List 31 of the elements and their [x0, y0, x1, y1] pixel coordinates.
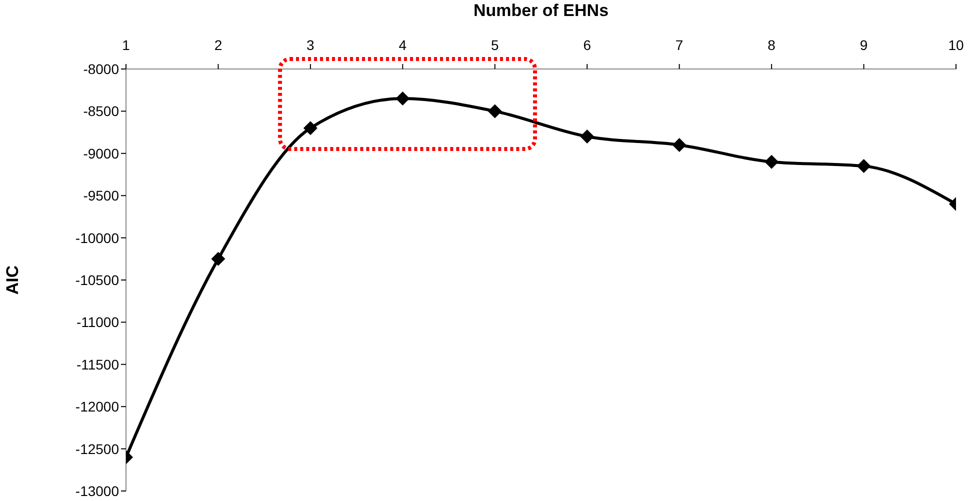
- y-tick-label: -10000: [75, 230, 120, 246]
- y-tick-label: -9000: [83, 145, 120, 162]
- y-tick-label: -10500: [75, 272, 120, 288]
- point: [488, 104, 502, 118]
- x-tick-label: 5: [490, 37, 499, 53]
- point: [764, 154, 779, 169]
- x-tick-label: 8: [768, 37, 776, 53]
- y-tick-label: -12500: [75, 440, 120, 457]
- x-tick-label: 6: [583, 37, 592, 53]
- y-tick-label: -11500: [76, 356, 120, 372]
- point: [211, 252, 226, 266]
- point: [303, 121, 318, 136]
- x-tick-label: 4: [398, 37, 407, 53]
- point: [396, 92, 410, 106]
- point: [856, 159, 871, 174]
- x-axis-title: Number of EHNs: [473, 1, 609, 20]
- x-tick-label: 2: [214, 37, 222, 53]
- x-tick-label: 9: [860, 37, 868, 53]
- y-tick-label: -13000: [75, 482, 120, 499]
- x-tick-label: 3: [306, 37, 315, 53]
- point: [580, 130, 594, 144]
- y-tick-label: -8500: [83, 103, 120, 120]
- y-tick-label: -11000: [76, 314, 120, 330]
- x-tick-label: 7: [675, 37, 684, 53]
- point: [672, 138, 686, 152]
- y-tick-label: -12000: [75, 398, 120, 415]
- y-tick-label: -8000: [83, 60, 120, 77]
- y-axis-title: AIC: [3, 265, 22, 295]
- x-tick-label: 10: [948, 37, 964, 53]
- y-tick-label: -9500: [83, 188, 120, 204]
- x-tick-label: 1: [122, 37, 130, 53]
